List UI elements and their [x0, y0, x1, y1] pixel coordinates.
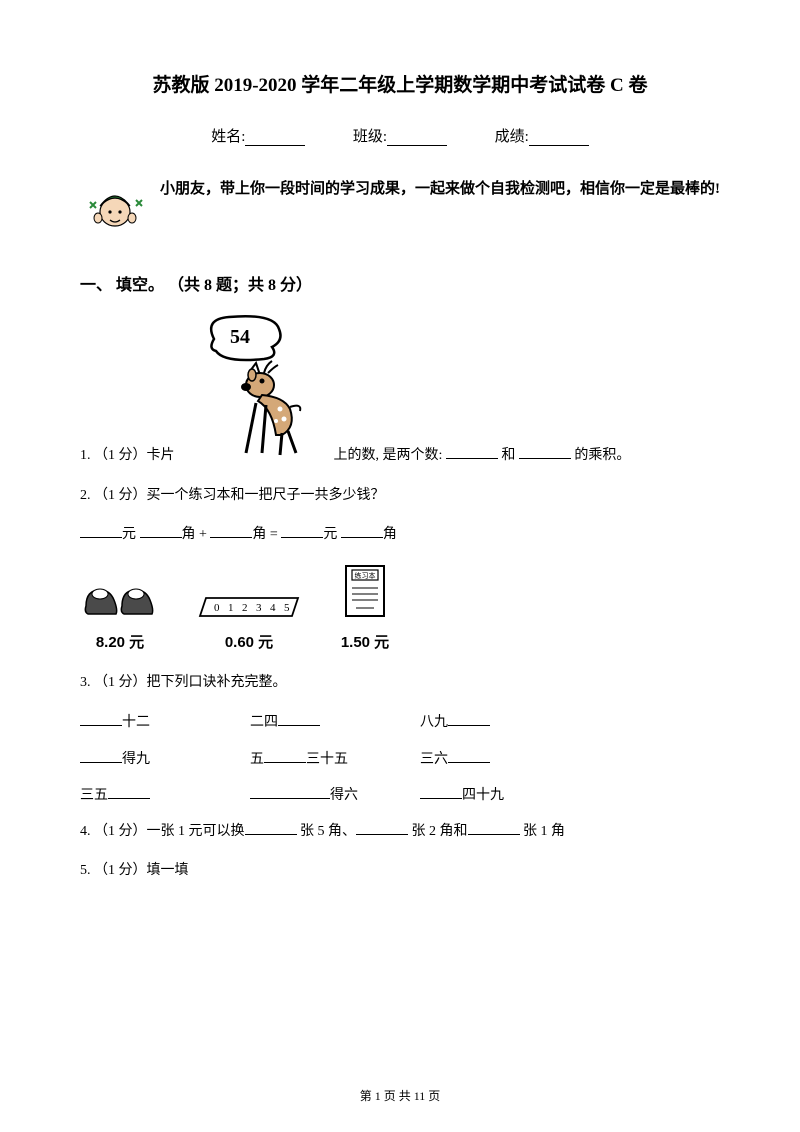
q2-plus: + [199, 527, 207, 542]
q2-blank-2[interactable] [140, 524, 182, 538]
shoes-price: 8.20 元 [80, 631, 160, 652]
svg-text:0: 0 [214, 602, 220, 614]
q3-blank[interactable] [448, 712, 490, 726]
student-info-row: 姓名: 班级: 成绩: [80, 125, 720, 146]
name-blank[interactable] [245, 130, 305, 146]
section-1-heading: 一、 填空。 （共 8 题；共 8 分） [80, 271, 720, 295]
q4-blank-2[interactable] [356, 821, 408, 835]
q2-blank-1[interactable] [80, 524, 122, 538]
question-2-equation: 元 角 + 角 = 元 角 [80, 518, 720, 552]
svg-text:4: 4 [270, 602, 276, 614]
q3-text: 得六 [330, 788, 358, 803]
q1-suffix: 的乘积。 [574, 448, 630, 463]
q4-text: 张 1 角 [523, 824, 565, 839]
question-3: 3. （1 分）把下列口诀补充完整。 [80, 666, 720, 700]
q3-text: 得九 [122, 752, 150, 767]
ruler-price: 0.60 元 [194, 631, 304, 652]
ruler-icon: 0 1 2 3 4 5 [194, 592, 304, 622]
q4-text: 张 2 角和 [412, 824, 468, 839]
svg-text:5: 5 [284, 602, 290, 614]
q1-mid: 上的数, 是两个数: [334, 448, 443, 463]
q3-blank[interactable] [250, 785, 330, 799]
page-footer: 第 1 页 共 11 页 [0, 1087, 800, 1104]
shoes-item: 8.20 元 [80, 576, 160, 652]
q1-blank-1[interactable] [446, 445, 498, 459]
q1-and: 和 [501, 448, 515, 463]
page-title: 苏教版 2019-2020 学年二年级上学期数学期中考试试卷 C 卷 [80, 70, 720, 97]
q4-blank-3[interactable] [468, 821, 520, 835]
q2-blank-4[interactable] [281, 524, 323, 538]
score-blank[interactable] [529, 130, 589, 146]
price-items-row: 8.20 元 0 1 2 3 4 5 0.60 元 练习本 1.50 元 [80, 560, 720, 652]
q3-blank[interactable] [108, 785, 150, 799]
q2-eq: = [270, 527, 278, 542]
class-blank[interactable] [387, 130, 447, 146]
q3-text: 三六 [420, 752, 448, 767]
q2-blank-3[interactable] [210, 524, 252, 538]
question-3-grid: 十二 二四 八九 得九 五 三十五 三六 三五 得六 四十九 [80, 705, 720, 814]
svg-text:3: 3 [256, 602, 262, 614]
notebook-item: 练习本 1.50 元 [338, 560, 392, 652]
q1-prefix: 1. （1 分）卡片 [80, 448, 175, 463]
q4-text: 张 5 角、 [300, 824, 356, 839]
q3-blank[interactable] [264, 749, 306, 763]
deer-card-icon: 54 [184, 309, 324, 473]
ruler-item: 0 1 2 3 4 5 0.60 元 [194, 592, 304, 652]
notebook-icon: 练习本 [338, 560, 392, 622]
question-4: 4. （1 分）一张 1 元可以换 张 5 角、 张 2 角和 张 1 角 [80, 815, 720, 849]
q3-blank[interactable] [80, 749, 122, 763]
q3-text: 三十五 [306, 752, 348, 767]
q3-text: 四十九 [462, 788, 504, 803]
q3-text: 三五 [80, 788, 108, 803]
score-label: 成绩: [495, 129, 529, 145]
q1-blank-2[interactable] [519, 445, 571, 459]
q3-blank[interactable] [278, 712, 320, 726]
q3-text: 八九 [420, 715, 448, 730]
q2-jiao-3: 角 [383, 527, 397, 542]
q2-yuan-1: 元 [122, 527, 136, 542]
intro-block: 小朋友，带上你一段时间的学习成果，一起来做个自我检测吧，相信你一定是最棒的! [80, 174, 720, 249]
notebook-price: 1.50 元 [338, 631, 392, 652]
q2-blank-5[interactable] [341, 524, 383, 538]
child-cartoon-icon [80, 174, 150, 249]
q2-yuan-2: 元 [323, 527, 337, 542]
q3-text: 二四 [250, 715, 278, 730]
q3-blank[interactable] [448, 749, 490, 763]
q4-blank-1[interactable] [245, 821, 297, 835]
q3-blank[interactable] [420, 785, 462, 799]
q2-jiao-2: 角 [252, 527, 266, 542]
svg-text:练习本: 练习本 [355, 571, 376, 580]
name-label: 姓名: [211, 129, 245, 145]
intro-text: 小朋友，带上你一段时间的学习成果，一起来做个自我检测吧，相信你一定是最棒的! [160, 181, 720, 197]
class-label: 班级: [353, 129, 387, 145]
q4-text: 4. （1 分）一张 1 元可以换 [80, 824, 245, 839]
question-1: 1. （1 分）卡片 54 上的数, 是两个数: 和 的乘积。 [80, 309, 720, 473]
q3-text: 十二 [122, 715, 150, 730]
question-5: 5. （1 分）填一填 [80, 854, 720, 888]
q3-text: 五 [250, 752, 264, 767]
q3-blank[interactable] [80, 712, 122, 726]
svg-text:2: 2 [242, 602, 248, 614]
svg-text:54: 54 [230, 326, 250, 348]
shoes-icon [80, 576, 160, 622]
svg-text:1: 1 [228, 602, 234, 614]
question-2: 2. （1 分）买一个练习本和一把尺子一共多少钱？ [80, 479, 720, 513]
q2-jiao-1: 角 [182, 527, 196, 542]
